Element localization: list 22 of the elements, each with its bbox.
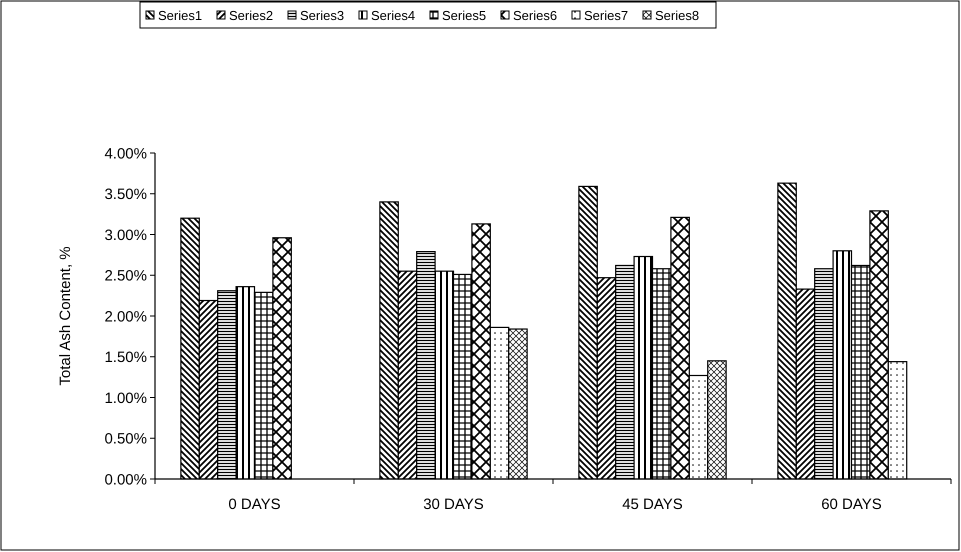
y-tick-label: 0.00% — [104, 471, 147, 488]
legend-label: Series3 — [300, 8, 344, 23]
legend-label: Series2 — [229, 8, 274, 23]
y-tick-label: 1.50% — [104, 349, 147, 366]
x-tick-label: 45 DAYS — [622, 496, 683, 513]
y-tick-label: 2.00% — [104, 308, 147, 326]
y-tick-label: 3.50% — [104, 186, 147, 203]
y-axis-title: Total Ash Content, % — [57, 246, 74, 386]
x-tick-label: 30 DAYS — [423, 496, 484, 513]
y-tick-label: 2.50% — [104, 268, 147, 284]
legend-label: Series8 — [655, 8, 700, 23]
x-tick-label: 0 DAYS — [228, 496, 281, 513]
y-tick-label: 1.00% — [104, 390, 147, 407]
legend-label: Series7 — [584, 8, 628, 23]
legend-label: Series5 — [442, 8, 486, 23]
y-tick-label: 0.50% — [104, 430, 147, 448]
x-tick-label: 60 DAYS — [821, 496, 882, 513]
legend-label: Series1 — [158, 8, 202, 23]
y-tick-label: 3.00% — [104, 226, 147, 244]
y-tick-label: 4.00% — [104, 145, 147, 162]
legend-label: Series6 — [513, 8, 558, 23]
legend-label: Series4 — [371, 8, 416, 23]
